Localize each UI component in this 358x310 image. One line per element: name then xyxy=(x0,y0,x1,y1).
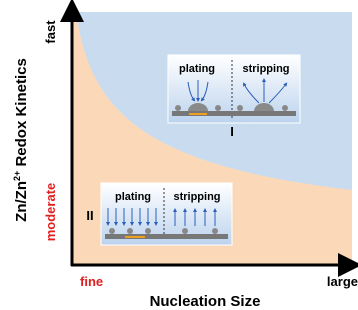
inset-label: plating xyxy=(179,63,215,75)
y-bottom-label: moderate xyxy=(43,183,58,242)
inset-two: plating stripping II xyxy=(86,183,232,245)
region-label: II xyxy=(86,208,93,223)
x-left-label: fine xyxy=(80,274,103,289)
y-top-label: fast xyxy=(43,20,58,44)
x-axis-label: Nucleation Size xyxy=(150,293,261,310)
inset-label: plating xyxy=(115,191,151,203)
y-axis-label: Zn/Zn2+ Redox Kinetics xyxy=(12,58,30,222)
region-label: I xyxy=(230,124,234,139)
x-right-label: large xyxy=(327,274,358,289)
inset-label: stripping xyxy=(173,191,220,203)
inset-label: stripping xyxy=(242,63,289,75)
diagram: Zn/Zn2+ Redox Kinetics fast moderate fin… xyxy=(0,0,358,310)
